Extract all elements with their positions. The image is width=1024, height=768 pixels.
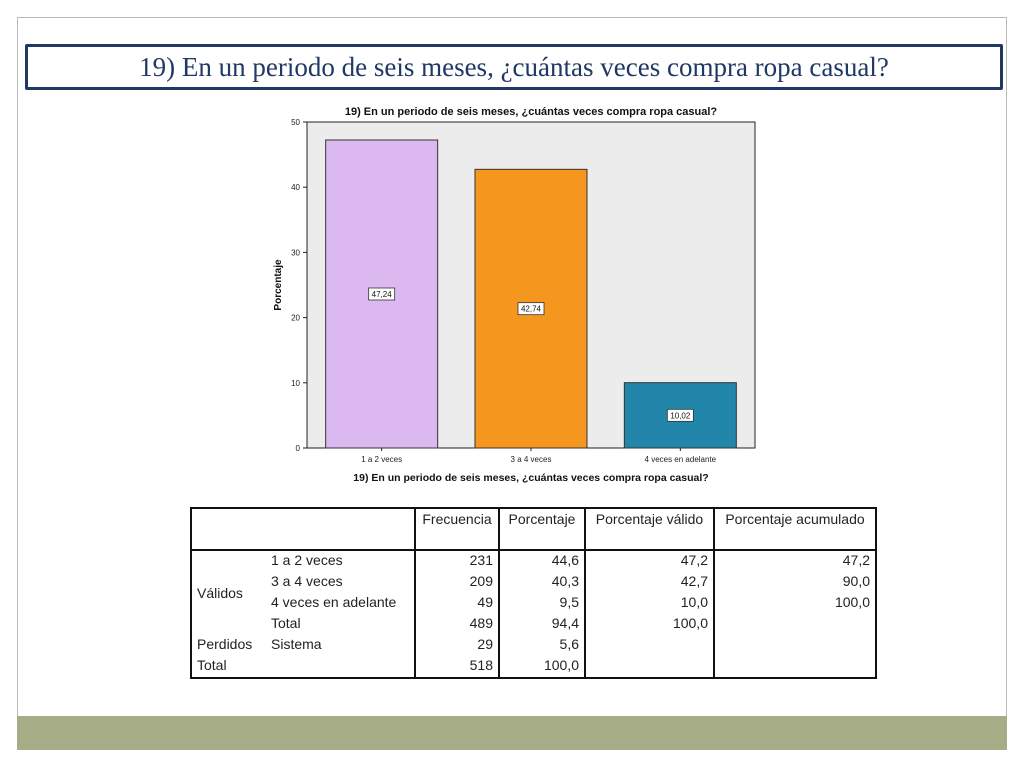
data-label-box	[666, 408, 694, 422]
y-tick-label: 10	[291, 379, 300, 388]
slide-title: 19) En un periodo de seis meses, ¿cuánta…	[139, 51, 889, 82]
cell-porcentaje-valido: 42,7	[585, 572, 715, 593]
data-label: 42,74	[521, 305, 542, 314]
data-label-box	[517, 302, 545, 316]
x-axis-label: 19) En un periodo de seis meses, ¿cuánta…	[353, 472, 708, 484]
cell-porcentaje: 94,4	[499, 614, 586, 635]
cell-frecuencia: 49	[415, 593, 500, 614]
row-label: 4 veces en adelante	[266, 593, 416, 614]
table-row: 4 veces en adelante 49 9,5 10,0 100,0	[191, 593, 876, 614]
table-row: Perdidos Sistema 29 5,6	[191, 635, 876, 656]
frequency-table: Frecuencia Porcentaje Porcentaje válido …	[190, 507, 877, 679]
header-frecuencia: Frecuencia	[415, 508, 500, 551]
x-tick-label: 3 a 4 veces	[511, 455, 552, 464]
row-label	[266, 656, 416, 678]
data-label: 10,02	[670, 411, 691, 420]
header-porcentaje-acumulado: Porcentaje acumulado	[714, 508, 876, 551]
table-header-row: Frecuencia Porcentaje Porcentaje válido …	[191, 508, 876, 551]
y-tick-label: 0	[296, 444, 301, 453]
row-label: Sistema	[266, 635, 416, 656]
cell-porcentaje-valido	[585, 635, 715, 656]
cell-porcentaje: 40,3	[499, 572, 586, 593]
cell-porcentaje-acumulado: 100,0	[834, 594, 870, 610]
table-row: Total 489 94,4 100,0	[191, 614, 876, 635]
chart-title: 19) En un periodo de seis meses, ¿cuánta…	[345, 106, 718, 118]
cell-porcentaje-acumulado	[714, 614, 876, 635]
row-group-validos: Válidos	[197, 584, 243, 601]
cell-porcentaje-valido: 100,0	[585, 614, 715, 635]
data-label-box	[368, 287, 396, 301]
cell-porcentaje: 100,0	[499, 656, 586, 678]
y-axis-label: Porcentaje	[273, 259, 284, 311]
y-tick-label: 20	[291, 314, 300, 323]
table-row: Total 518 100,0	[191, 656, 876, 678]
footer-bar	[17, 716, 1007, 750]
cell-porcentaje-acumulado: 90,0	[842, 573, 870, 589]
cell-porcentaje: 9,5	[499, 593, 586, 614]
row-label: Total	[266, 614, 416, 635]
cell-frecuencia: 518	[415, 656, 500, 678]
row-label: 3 a 4 veces	[266, 572, 416, 593]
table-row: 3 a 4 veces 209 40,3 42,7 90,0	[191, 572, 876, 593]
cell-porcentaje-valido	[585, 656, 715, 678]
cell-porcentaje-acumulado: 47,2	[842, 552, 870, 568]
header-cell-empty-1	[191, 508, 266, 551]
header-porcentaje-valido: Porcentaje válido	[585, 508, 715, 551]
header-cell-empty-2	[266, 508, 416, 551]
data-label: 47,24	[372, 290, 393, 299]
y-tick-label: 50	[291, 118, 300, 127]
cell-frecuencia: 231	[415, 550, 500, 572]
cell-porcentaje-acumulado	[714, 656, 876, 678]
cell-frecuencia: 489	[415, 614, 500, 635]
cell-frecuencia: 209	[415, 572, 500, 593]
x-tick-label: 4 veces en adelante	[645, 455, 717, 464]
x-tick-label: 1 a 2 veces	[361, 455, 402, 464]
bar-chart: 19) En un periodo de seis meses, ¿cuánta…	[273, 106, 756, 484]
cell-porcentaje: 5,6	[499, 635, 586, 656]
row-group-perdidos: Perdidos	[197, 636, 253, 652]
row-label: 1 a 2 veces	[266, 550, 416, 572]
cell-porcentaje-valido: 10,0	[585, 593, 715, 614]
cell-porcentaje: 44,6	[499, 550, 586, 572]
header-porcentaje: Porcentaje	[499, 508, 586, 551]
row-group-total: Total	[197, 657, 227, 673]
y-tick-label: 40	[291, 183, 300, 192]
cell-porcentaje-valido: 47,2	[585, 550, 715, 572]
slide-title-box: 19) En un periodo de seis meses, ¿cuánta…	[25, 44, 1003, 90]
y-tick-label: 30	[291, 248, 300, 257]
cell-frecuencia: 29	[415, 635, 500, 656]
table-row: Válidos 1 a 2 veces 231 44,6 47,2 47,2	[191, 550, 876, 601]
cell-porcentaje-acumulado	[714, 635, 876, 656]
